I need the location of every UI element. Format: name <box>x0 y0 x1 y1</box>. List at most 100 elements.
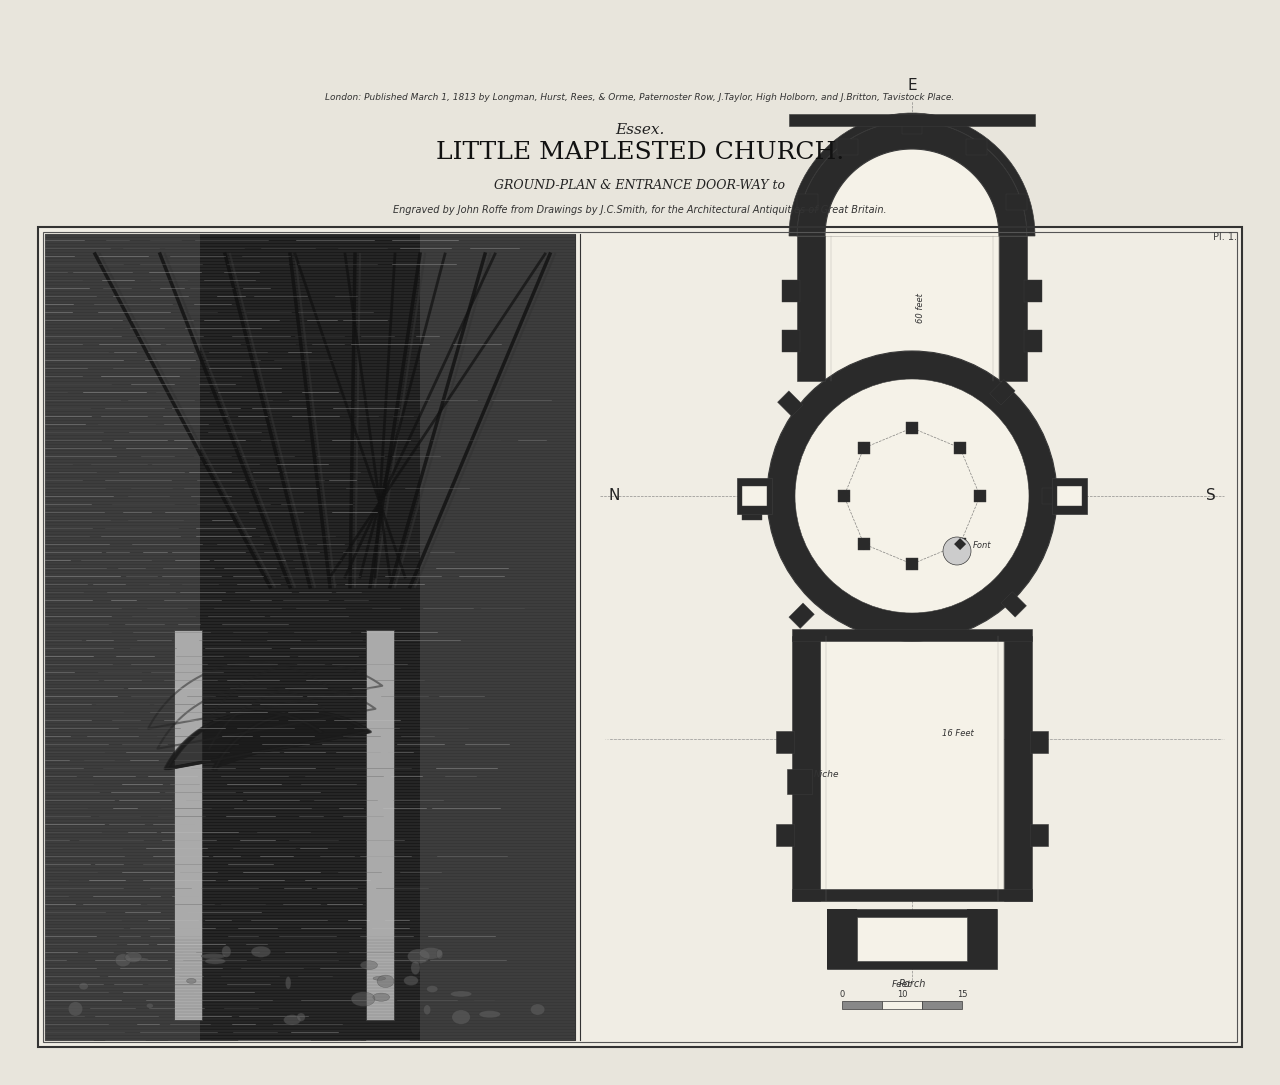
Ellipse shape <box>205 958 225 965</box>
FancyBboxPatch shape <box>1006 194 1027 210</box>
Bar <box>38 228 1242 1046</box>
Ellipse shape <box>221 946 230 957</box>
Text: 60 feet: 60 feet <box>916 293 925 323</box>
Bar <box>826 237 998 381</box>
Text: Pl. 1.: Pl. 1. <box>1213 232 1236 242</box>
Bar <box>966 909 997 969</box>
Text: Feet: Feet <box>892 980 911 990</box>
Polygon shape <box>826 149 998 237</box>
Ellipse shape <box>115 954 131 967</box>
Text: GROUND-PLAN & ENTRANCE DOOR-WAY to: GROUND-PLAN & ENTRANCE DOOR-WAY to <box>494 179 786 192</box>
Text: 10: 10 <box>897 990 908 999</box>
Ellipse shape <box>407 949 430 963</box>
Bar <box>954 442 966 454</box>
FancyBboxPatch shape <box>797 194 818 210</box>
Bar <box>842 1001 882 1009</box>
Polygon shape <box>974 490 986 502</box>
Text: Essex.: Essex. <box>616 123 664 137</box>
Bar <box>777 391 803 417</box>
Bar <box>1030 731 1048 753</box>
Ellipse shape <box>372 993 389 1001</box>
FancyBboxPatch shape <box>901 117 923 135</box>
Polygon shape <box>797 122 1027 237</box>
Text: 15: 15 <box>956 990 968 999</box>
Ellipse shape <box>297 1013 305 1021</box>
Bar <box>989 380 1015 405</box>
Bar <box>797 237 826 381</box>
Ellipse shape <box>452 1010 470 1024</box>
Text: 0: 0 <box>840 990 845 999</box>
Bar <box>420 234 575 1041</box>
Bar <box>366 630 393 1020</box>
Text: LITTLE MAPLESTED CHURCH.: LITTLE MAPLESTED CHURCH. <box>436 141 844 164</box>
Bar <box>882 1001 922 1009</box>
Bar <box>906 422 918 434</box>
Ellipse shape <box>201 954 225 959</box>
Bar <box>590 235 1234 1039</box>
Polygon shape <box>906 422 918 434</box>
Bar <box>998 237 1027 381</box>
Ellipse shape <box>420 947 443 959</box>
Bar <box>742 486 767 506</box>
Text: 16 Feet: 16 Feet <box>942 729 974 738</box>
Bar <box>38 227 1242 1047</box>
Polygon shape <box>858 442 870 454</box>
Ellipse shape <box>436 949 443 959</box>
Text: S: S <box>1206 488 1216 503</box>
Bar <box>45 234 200 1041</box>
Bar <box>45 234 575 1041</box>
Bar <box>820 636 1004 901</box>
Bar <box>858 538 870 550</box>
Bar <box>788 114 1036 126</box>
Bar <box>174 630 201 1020</box>
Bar <box>782 330 800 352</box>
Ellipse shape <box>187 979 196 983</box>
Bar <box>792 889 1032 901</box>
Circle shape <box>795 379 1029 613</box>
Bar <box>906 558 918 570</box>
Ellipse shape <box>125 952 142 962</box>
Bar <box>792 629 1032 641</box>
Polygon shape <box>788 113 1036 237</box>
Bar <box>787 769 812 794</box>
Polygon shape <box>858 538 870 550</box>
Ellipse shape <box>360 960 378 970</box>
Bar <box>858 917 966 961</box>
Ellipse shape <box>424 1005 430 1014</box>
Bar <box>782 280 800 302</box>
Text: Font: Font <box>973 541 992 550</box>
Bar <box>974 490 986 502</box>
Bar <box>827 909 997 969</box>
Bar <box>792 636 820 901</box>
Ellipse shape <box>479 1010 500 1018</box>
Ellipse shape <box>403 975 419 985</box>
Bar <box>44 232 1236 1042</box>
Ellipse shape <box>79 983 88 990</box>
Bar <box>1052 478 1087 514</box>
Bar <box>776 824 794 845</box>
Ellipse shape <box>285 976 291 990</box>
Bar <box>954 538 966 550</box>
Bar <box>737 478 772 514</box>
Circle shape <box>943 537 972 565</box>
FancyBboxPatch shape <box>966 139 987 155</box>
Bar <box>838 490 850 502</box>
Bar <box>788 603 814 628</box>
FancyBboxPatch shape <box>837 139 858 155</box>
Bar <box>858 442 870 454</box>
Ellipse shape <box>146 1004 154 1008</box>
Text: E: E <box>908 78 916 93</box>
Ellipse shape <box>351 992 375 1006</box>
Bar <box>1024 330 1042 352</box>
Ellipse shape <box>251 946 270 957</box>
Ellipse shape <box>372 976 385 980</box>
Ellipse shape <box>411 961 420 974</box>
Ellipse shape <box>68 1001 83 1016</box>
Bar <box>1004 636 1032 901</box>
Polygon shape <box>954 538 966 550</box>
Ellipse shape <box>378 975 394 987</box>
Bar <box>776 731 794 753</box>
Bar <box>1030 824 1048 845</box>
Ellipse shape <box>124 958 148 961</box>
Bar <box>1042 488 1062 505</box>
